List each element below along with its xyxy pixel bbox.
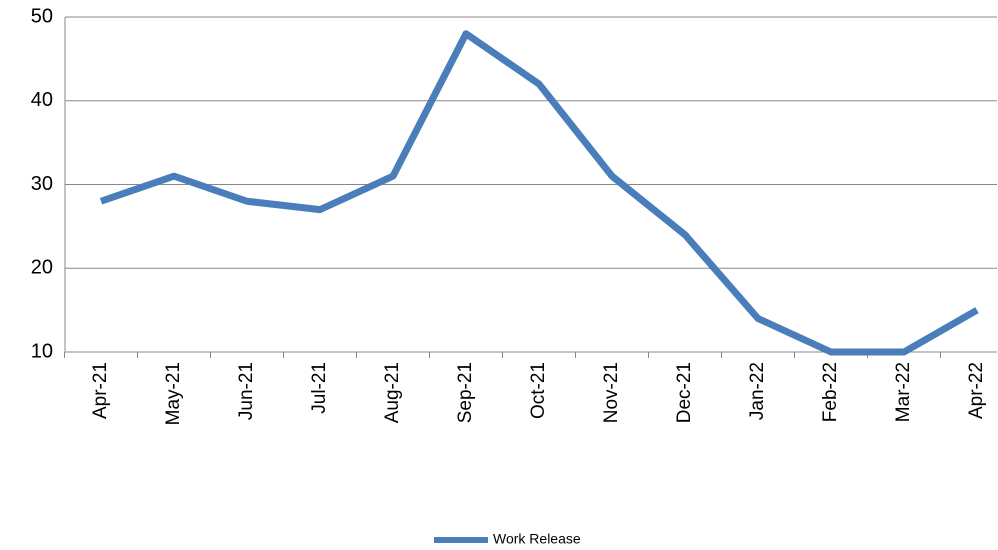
x-tick-label: Jun-21 [236, 362, 257, 420]
y-tick-label: 20 [31, 257, 53, 279]
x-tick-label: Jul-21 [309, 362, 330, 414]
y-tick-label: 40 [31, 89, 53, 111]
x-tick-label: Apr-22 [966, 362, 987, 419]
data-line [99, 30, 979, 356]
x-tick-label: Dec-21 [674, 362, 695, 423]
y-tick-label: 30 [31, 173, 53, 195]
y-tick-label: 10 [31, 340, 53, 362]
x-tick-label: Sep-21 [455, 362, 476, 423]
x-tick-label: Apr-21 [90, 362, 111, 419]
x-tick-label: Feb-22 [820, 362, 841, 422]
x-tick-label: Oct-21 [528, 362, 549, 419]
x-tick-label: Aug-21 [382, 362, 403, 423]
y-tick-label: 50 [31, 5, 53, 27]
x-tick-label: Jan-22 [747, 362, 768, 420]
legend-label: Work Release [493, 531, 581, 547]
x-tick-label: Mar-22 [893, 362, 914, 422]
x-tick-label: May-21 [163, 362, 184, 425]
x-tick-label: Nov-21 [601, 362, 622, 423]
